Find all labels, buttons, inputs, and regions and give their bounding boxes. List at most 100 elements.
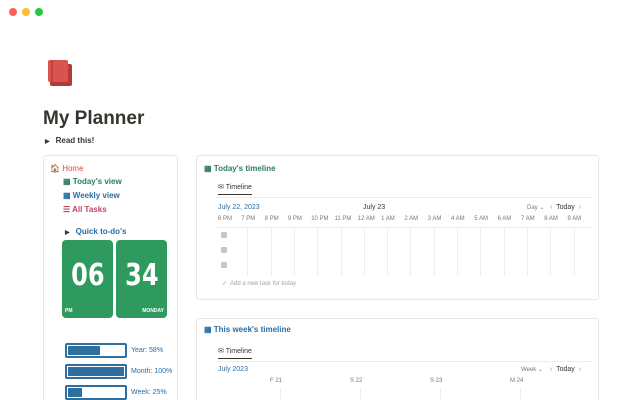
hour-line — [317, 228, 319, 276]
hour-label: 6 PM — [218, 216, 233, 222]
day-line — [440, 388, 441, 400]
hour-label: 9 PM — [287, 216, 302, 222]
day-label: S 23 — [430, 378, 443, 384]
link-text: Today's view — [72, 177, 122, 186]
hour-line — [363, 228, 365, 276]
hour-line — [550, 228, 552, 276]
hour-line — [340, 228, 342, 276]
progress-bar — [65, 343, 127, 358]
today-title: ▦ Today's timeline — [204, 164, 276, 173]
progress-label: Month: 100% — [131, 368, 173, 375]
hour-line — [457, 228, 458, 276]
hour-line — [526, 228, 528, 276]
scale-text: Day — [527, 205, 538, 211]
page-title: My Planner — [43, 108, 145, 129]
week-tab[interactable]: ✉ Timeline — [218, 347, 252, 359]
hour-label: 1 AM — [381, 216, 395, 222]
close-button[interactable] — [9, 8, 17, 16]
today-text: Today — [556, 204, 575, 211]
tab-text: Timeline — [225, 348, 252, 355]
scale-select[interactable]: Week ⌄ — [521, 367, 543, 373]
hour-line — [573, 228, 575, 276]
add-row-button[interactable] — [221, 232, 227, 238]
minimize-button[interactable] — [22, 8, 30, 16]
add-row-button[interactable] — [221, 247, 227, 253]
scale-select[interactable]: Day ⌄ — [527, 205, 545, 211]
progress-label: Week: 25% — [131, 389, 167, 396]
title-text: Today's timeline — [213, 164, 276, 173]
hour-line — [247, 228, 249, 276]
today-date: July 22, 2023 — [218, 204, 260, 211]
week-title: ▦ This week's timeline — [204, 325, 291, 334]
scale-text: Week — [521, 367, 537, 373]
progress-fill — [68, 388, 82, 397]
today-nav[interactable]: ‹ Today › — [550, 204, 582, 211]
nav-tasks[interactable]: ☰ All Tasks — [63, 205, 107, 214]
progress-bar — [65, 385, 127, 400]
zoom-button[interactable] — [35, 8, 43, 16]
week-nav[interactable]: ‹ Today › — [550, 366, 582, 373]
day-line — [360, 388, 361, 400]
toggle-text: Read this! — [55, 136, 95, 145]
hour-label: 3 AM — [427, 216, 442, 222]
clock-day: MONDAY — [142, 308, 164, 314]
day-line — [520, 388, 521, 400]
link-text: All Tasks — [72, 205, 107, 214]
add-task[interactable]: ✓ Add a new task for today — [222, 281, 297, 287]
progress-label: Year: 58% — [131, 347, 164, 354]
day-label: M 24 — [510, 378, 524, 384]
divider — [217, 197, 592, 198]
today-text: Today — [556, 366, 575, 373]
nav-home[interactable]: 🏠 Home — [50, 164, 84, 173]
hour-label: 11 PM — [334, 216, 352, 222]
progress-fill — [68, 346, 101, 355]
hour-line — [270, 228, 272, 276]
clock-minute: 34 — [124, 258, 159, 293]
clock-hour-card: 06 PM — [62, 240, 113, 318]
add-row-button[interactable] — [221, 262, 227, 268]
hour-label: 7 PM — [241, 216, 256, 222]
divider — [217, 227, 592, 228]
hour-label: 9 AM — [567, 216, 582, 222]
hour-label: 2 AM — [404, 216, 419, 222]
hour-label: 12 AM — [357, 216, 375, 222]
clock-period: PM — [65, 308, 73, 314]
progress-bar — [65, 364, 127, 379]
link-text: Quick to-do's — [75, 227, 127, 236]
hour-line — [293, 228, 295, 276]
hour-line — [410, 228, 412, 276]
link-text: Home — [62, 164, 84, 173]
page-icon — [48, 60, 72, 86]
week-panel — [196, 318, 599, 400]
add-task-text: Add a new task for today — [230, 281, 297, 287]
progress-fill — [68, 367, 124, 376]
hour-label: 8 AM — [544, 216, 558, 222]
hour-label: 6 AM — [497, 216, 512, 222]
toggle[interactable]: ▶ Read this! — [45, 136, 95, 145]
hour-line — [387, 228, 389, 276]
nav-today[interactable]: ▦ Today's view — [63, 177, 122, 186]
hour-line — [503, 228, 505, 276]
quick-toggle[interactable]: ▶ Quick to-do's — [65, 227, 127, 236]
week-date: July 2023 — [218, 366, 248, 373]
nav-weekly[interactable]: ▦ Weekly view — [63, 191, 120, 200]
day-line — [280, 388, 281, 400]
hour-label: 4 AM — [451, 216, 465, 222]
clock-hour: 06 — [70, 258, 105, 293]
divider — [217, 361, 592, 362]
day-label: S 22 — [350, 378, 363, 384]
day-label: F 21 — [270, 378, 283, 384]
tab-text: Timeline — [225, 184, 252, 191]
hour-label: 10 PM — [311, 216, 329, 222]
hour-label: 5 AM — [474, 216, 488, 222]
title-text: This week's timeline — [213, 325, 291, 334]
clock-minute-card: 34 MONDAY — [116, 240, 167, 318]
hour-label: 8 PM — [264, 216, 279, 222]
hour-line — [480, 228, 482, 276]
today-tab[interactable]: ✉ Timeline — [218, 183, 252, 195]
link-text: Weekly view — [72, 191, 120, 200]
today-next-date: July 23 — [363, 204, 386, 211]
hour-label: 7 AM — [520, 216, 535, 222]
hour-line — [433, 228, 435, 276]
